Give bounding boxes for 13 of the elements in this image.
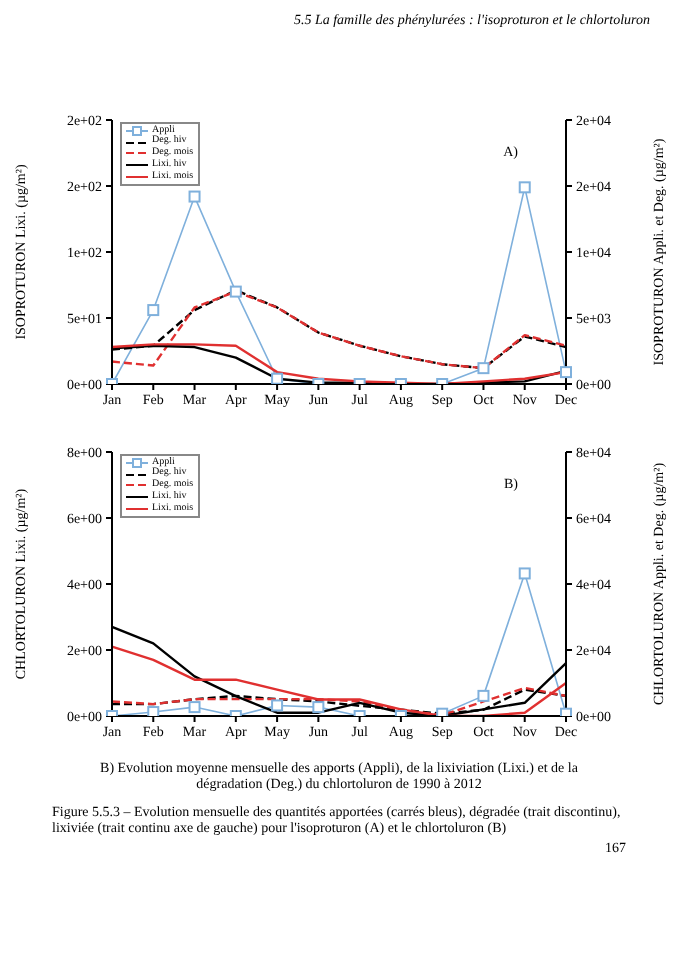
- point: [147, 706, 160, 716]
- point: [477, 689, 490, 702]
- point: [477, 362, 490, 375]
- point: [518, 181, 531, 194]
- point: [229, 285, 242, 298]
- point: [188, 190, 201, 203]
- point: [518, 567, 531, 580]
- point: [147, 304, 160, 317]
- point: [188, 701, 201, 714]
- point: [271, 372, 284, 384]
- point: [560, 366, 572, 379]
- point: [312, 701, 325, 714]
- point: [271, 699, 284, 712]
